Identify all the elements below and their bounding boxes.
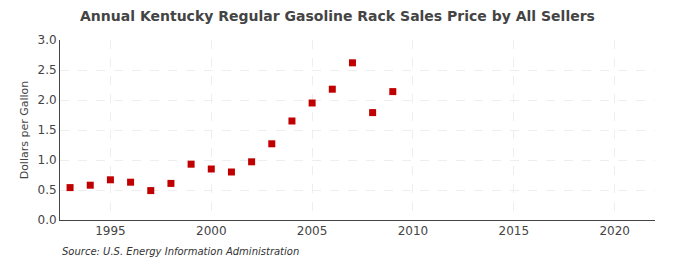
svg-text:2005: 2005 — [297, 224, 328, 238]
svg-text:1.5: 1.5 — [38, 123, 57, 137]
svg-text:Dollars per Gallon: Dollars per Gallon — [18, 81, 31, 180]
svg-text:2.5: 2.5 — [38, 63, 57, 77]
svg-text:3.0: 3.0 — [38, 33, 57, 47]
svg-text:Source: U.S. Energy Informatio: Source: U.S. Energy Information Administ… — [62, 246, 299, 257]
svg-text:2000: 2000 — [196, 224, 227, 238]
svg-text:1.0: 1.0 — [38, 153, 57, 167]
svg-text:0.5: 0.5 — [38, 183, 57, 197]
svg-text:Annual Kentucky Regular Gasoli: Annual Kentucky Regular Gasoline Rack Sa… — [80, 8, 595, 24]
svg-text:2020: 2020 — [599, 224, 630, 238]
svg-text:1995: 1995 — [95, 224, 126, 238]
svg-text:0.0: 0.0 — [38, 213, 57, 227]
svg-text:2015: 2015 — [499, 224, 530, 238]
svg-text:2010: 2010 — [398, 224, 429, 238]
svg-text:2.0: 2.0 — [38, 93, 57, 107]
